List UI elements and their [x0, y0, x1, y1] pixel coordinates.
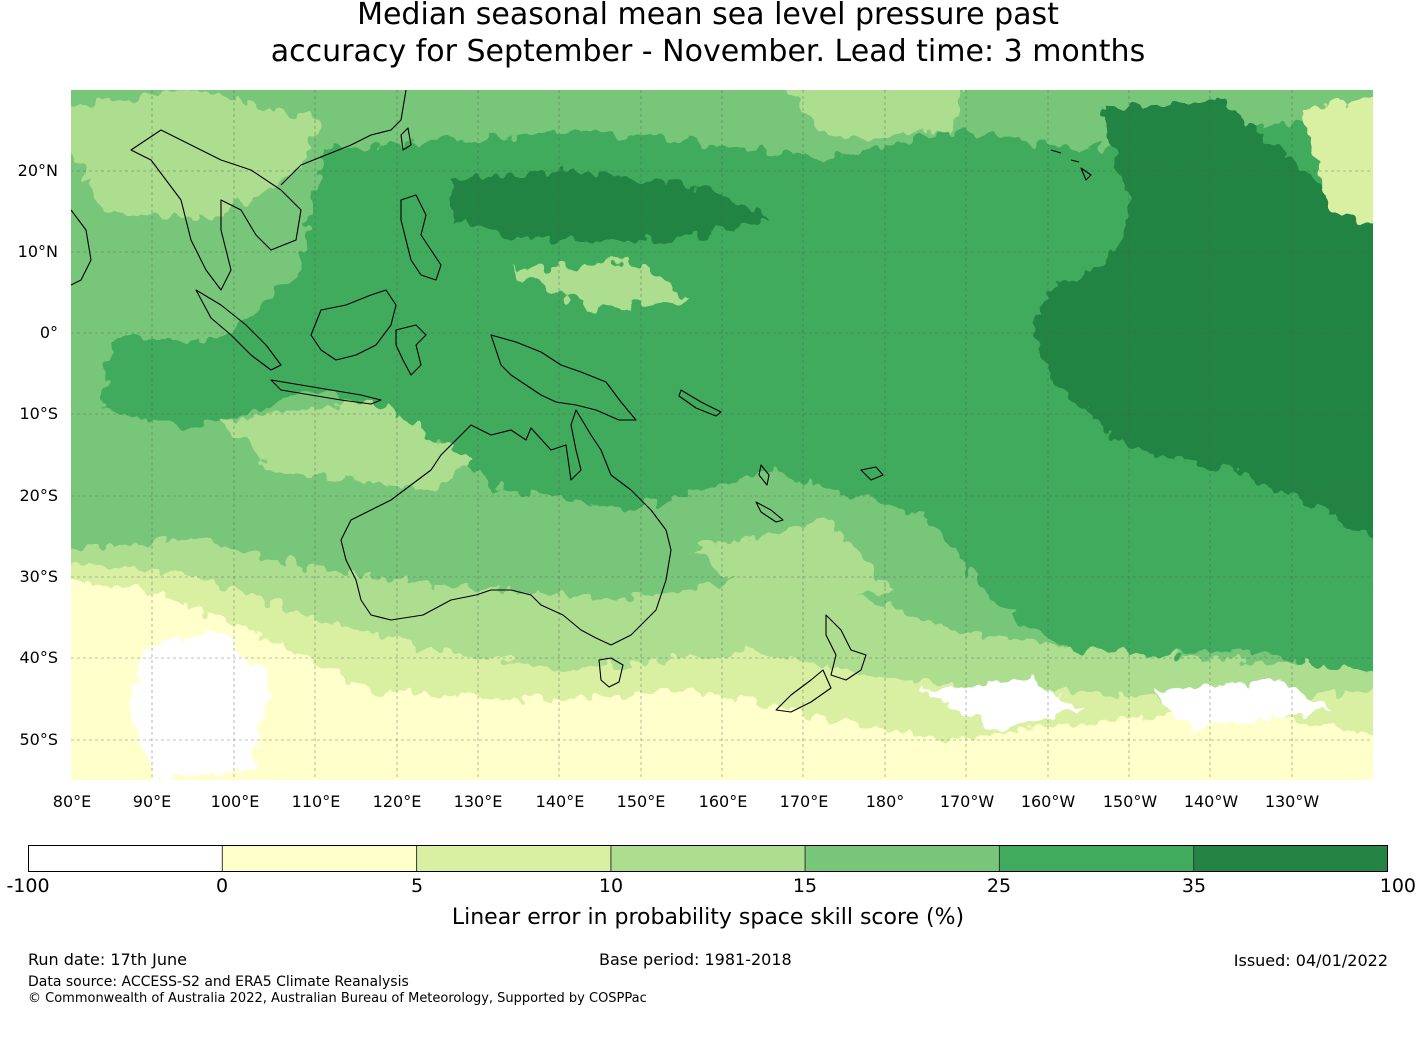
- borneo-coastline: [310, 289, 397, 361]
- colorbar-segment: [416, 845, 611, 872]
- coastlines: [71, 90, 1092, 713]
- colorbar-tick: 15: [792, 875, 818, 897]
- colorbar-tick: -100: [6, 875, 50, 897]
- nz-north-coastline: [825, 614, 867, 681]
- colorbar-segment: [610, 845, 806, 872]
- lon-label: 150°W: [1102, 792, 1158, 811]
- colorbar-label: Linear error in probability space skill …: [451, 905, 965, 930]
- issued-date: Issued: 04/01/2022: [1233, 951, 1388, 970]
- new-guinea-coastline: [490, 334, 637, 421]
- lat-label: 20°N: [17, 161, 58, 180]
- lon-label: 130°E: [453, 792, 503, 811]
- lat-label: 20°S: [19, 486, 58, 505]
- colorbar-tick: 25: [986, 875, 1012, 897]
- colorbar: [28, 845, 1388, 872]
- india-coastline: [71, 209, 92, 286]
- lat-label: 0°: [39, 323, 58, 342]
- philippines-coastline: [400, 194, 442, 281]
- lat-label: 40°S: [19, 648, 58, 667]
- lon-label: 160°E: [698, 792, 748, 811]
- new-caledonia: [755, 501, 784, 523]
- lon-label: 150°E: [616, 792, 666, 811]
- colorbar-segment: [999, 845, 1194, 872]
- australia-coastline: [340, 409, 672, 646]
- lon-label: 110°E: [291, 792, 341, 811]
- indochina-coastline: [130, 129, 302, 291]
- java-coastline: [270, 379, 382, 405]
- data-source: Data source: ACCESS-S2 and ERA5 Climate …: [28, 974, 409, 990]
- skill-score-map: [71, 90, 1373, 780]
- lon-label: 120°E: [372, 792, 422, 811]
- colorbar-segment: [1193, 845, 1388, 872]
- lon-label: 140°E: [535, 792, 585, 811]
- vanuatu-islands: [758, 464, 770, 486]
- graticule: [71, 90, 1373, 780]
- base-period: Base period: 1981-2018: [599, 950, 792, 969]
- lat-label: 10°S: [19, 404, 58, 423]
- lon-label: 100°E: [210, 792, 260, 811]
- taiwan-coastline: [400, 127, 412, 151]
- lon-label: 130°W: [1264, 792, 1320, 811]
- colorbar-tick: 100: [1379, 875, 1416, 897]
- colorbar-tick: 10: [598, 875, 624, 897]
- lon-label: 160°W: [1020, 792, 1076, 811]
- china-coastline: [280, 90, 407, 186]
- sumatra-coastline: [195, 289, 282, 371]
- tasmania-coastline: [598, 657, 624, 688]
- title-line-2: accuracy for September - November. Lead …: [270, 34, 1146, 69]
- colorbar-segment: [28, 845, 223, 872]
- colorbar-tick: 35: [1181, 875, 1207, 897]
- copyright-notice: © Commonwealth of Australia 2022, Austra…: [28, 991, 647, 1006]
- title-line-1: Median seasonal mean sea level pressure …: [357, 0, 1059, 32]
- sulawesi-coastline: [395, 324, 427, 376]
- map-title: Median seasonal mean sea level pressure …: [0, 0, 1416, 70]
- lon-label: 80°E: [52, 792, 92, 811]
- lon-label: 170°W: [939, 792, 995, 811]
- run-date: Run date: 17th June: [28, 950, 188, 969]
- lon-label: 90°E: [132, 792, 172, 811]
- solomon-islands: [678, 389, 722, 417]
- hawaii-islands: [1050, 149, 1092, 181]
- lon-label: 140°W: [1183, 792, 1239, 811]
- colorbar-segment: [805, 845, 1000, 872]
- nz-south-coastline: [775, 669, 832, 713]
- lon-label: 170°E: [779, 792, 829, 811]
- fiji-islands: [860, 466, 884, 481]
- colorbar-tick: 0: [215, 875, 229, 897]
- colorbar-tick: 5: [410, 875, 424, 897]
- lat-label: 30°S: [19, 567, 58, 586]
- lat-label: 50°S: [19, 730, 58, 749]
- colorbar-segment: [222, 845, 417, 872]
- lon-label: 180°: [865, 792, 905, 811]
- lat-label: 10°N: [17, 242, 58, 261]
